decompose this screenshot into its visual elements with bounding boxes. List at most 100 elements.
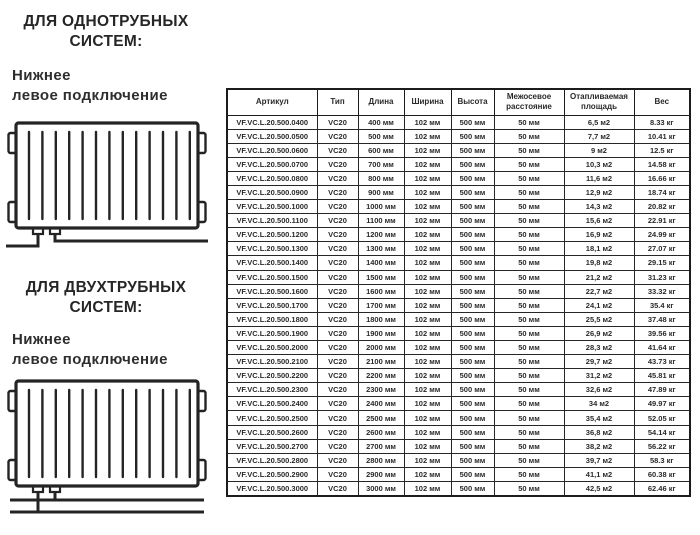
column-header: Вес [633,88,691,116]
table-cell: 500 мм [450,396,495,412]
table-cell: 27.07 кг [633,241,691,257]
table-cell: 102 мм [403,438,452,454]
table-row: VF.VC.L.20.500.0600 VC20 600 мм 102 мм 500 м… [226,142,691,158]
table-cell: 11,6 м2 [563,170,635,186]
table-cell: 9 м2 [563,142,635,158]
table-row: VF.VC.L.20.500.1900 VC20 1900 мм 102 мм 500 … [226,325,691,342]
table-cell: 24.99 кг [633,227,691,243]
table-cell: 500 мм [450,438,495,454]
table-cell: VC20 [316,241,359,257]
table-row: VF.VC.L.20.500.1400 VC20 1400 мм 102 мм 500 … [226,255,691,271]
table-cell: 500 мм [450,213,495,229]
column-header: Артикул [226,88,318,116]
table-cell: 500 мм [450,156,495,172]
table-cell: 500 мм [357,128,405,144]
table-cell: 102 мм [403,283,452,299]
table-cell: VF.VC.L.20.500.2000 [226,339,318,356]
table-cell: 1100 мм [357,213,405,229]
table-row: VF.VC.L.20.500.2200 VC20 2200 мм 102 мм 500 … [226,368,691,384]
table-cell: 62.46 кг [633,480,691,497]
table-row: VF.VC.L.20.500.2500 VC20 2500 мм 102 мм 500 … [226,410,691,426]
table-cell: VF.VC.L.20.500.1400 [226,255,318,271]
table-row: VF.VC.L.20.500.1500 VC20 1500 мм 102 мм 500 … [226,269,691,285]
table-row: VF.VC.L.20.500.1700 VC20 1700 мм 102 мм 500 … [226,297,691,313]
subheading-line: левое подключение [12,351,168,369]
table-cell: 102 мм [403,227,452,243]
table-cell: 3000 мм [357,480,405,497]
table-row: VF.VC.L.20.500.0800 VC20 800 мм 102 мм 500 м… [226,170,691,186]
table-cell: 12,9 м2 [563,184,635,201]
table-body: VF.VC.L.20.500.0400 VC20 400 мм 102 мм 500 м… [226,114,691,497]
table-cell: 33.32 кг [633,283,691,299]
table-cell: 102 мм [403,170,452,186]
table-cell: VC20 [316,325,359,342]
table-cell: 36,8 м2 [563,424,635,440]
radiator-diagram-single-pipe [6,118,208,250]
table-cell: 50 мм [493,297,565,313]
table-cell: 31.23 кг [633,269,691,285]
table-cell: 500 мм [450,128,495,144]
table-cell: VC20 [316,466,359,482]
table-cell: 50 мм [493,410,565,426]
table-row: VF.VC.L.20.500.2700 VC20 2700 мм 102 мм 500 … [226,438,691,454]
table-cell: 500 мм [450,199,495,215]
table-cell: 29,7 м2 [563,354,635,370]
table-cell: 2700 мм [357,438,405,454]
table-cell: 500 мм [450,424,495,440]
table-cell: 700 мм [357,156,405,172]
table-cell: 28,3 м2 [563,339,635,356]
table-cell: 102 мм [403,269,452,285]
table-cell: 500 мм [450,382,495,398]
table-cell: 20.82 кг [633,199,691,215]
table-row: VF.VC.L.20.500.2400 VC20 2400 мм 102 мм 500 … [226,396,691,412]
table-cell: 1000 мм [357,199,405,215]
table-cell: 50 мм [493,438,565,454]
table-cell: 12.5 кг [633,142,691,158]
table-cell: 500 мм [450,368,495,384]
table-cell: VF.VC.L.20.500.1500 [226,269,318,285]
section-heading-two-pipe: ДЛЯ ДВУХТРУБНЫХ СИСТЕМ: [6,278,206,318]
table-cell: VF.VC.L.20.500.2600 [226,424,318,440]
subheading-line: левое подключение [12,87,168,105]
table-cell: 2900 мм [357,466,405,482]
table-cell: 14.58 кг [633,156,691,172]
table-cell: 102 мм [403,213,452,229]
radiator-diagram-two-pipe [6,376,208,518]
table-cell: VF.VC.L.20.500.0600 [226,142,318,158]
table-cell: VC20 [316,424,359,440]
table-cell: 50 мм [493,227,565,243]
table-cell: VF.VC.L.20.500.1000 [226,199,318,215]
table-cell: VF.VC.L.20.500.1100 [226,213,318,229]
table-cell: 102 мм [403,255,452,271]
table-cell: 49.97 кг [633,396,691,412]
column-header: Тип [316,88,359,116]
column-header: Высота [450,88,495,116]
table-cell: 58.3 кг [633,452,691,468]
table-cell: 41.64 кг [633,339,691,356]
heading-line: ДЛЯ ДВУХТРУБНЫХ [25,279,187,296]
table-cell: 1300 мм [357,241,405,257]
table-cell: 60.38 кг [633,466,691,482]
table-row: VF.VC.L.20.500.2300 VC20 2300 мм 102 мм 500 … [226,382,691,398]
table-cell: 102 мм [403,424,452,440]
table-cell: 1500 мм [357,269,405,285]
table-cell: 56.22 кг [633,438,691,454]
table-cell: 500 мм [450,480,495,497]
table-cell: VC20 [316,283,359,299]
table-cell: 2500 мм [357,410,405,426]
table-cell: 50 мм [493,170,565,186]
table-cell: VC20 [316,114,359,130]
table-cell: 35,4 м2 [563,410,635,426]
table-cell: 50 мм [493,382,565,398]
table-cell: 50 мм [493,128,565,144]
table-cell: VF.VC.L.20.500.3000 [226,480,318,497]
table-cell: VC20 [316,213,359,229]
table-cell: 16,9 м2 [563,227,635,243]
table-cell: VC20 [316,410,359,426]
table-cell: 500 мм [450,311,495,327]
table-cell: 6,5 м2 [563,114,635,130]
table-header-row: Артикул Тип Длина Ширина Высота Межосевое рас… [226,88,691,116]
table-cell: VC20 [316,142,359,158]
table-cell: 102 мм [403,142,452,158]
